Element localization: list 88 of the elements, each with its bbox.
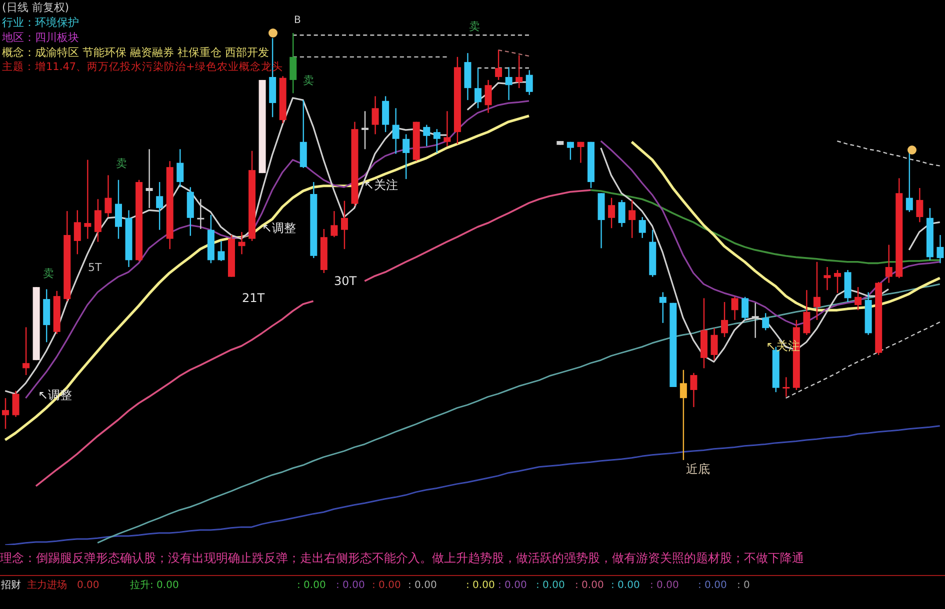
candlestick (423, 124, 430, 147)
text: 主力进场 (27, 580, 67, 591)
candlestick (834, 269, 842, 294)
candlestick (516, 54, 523, 89)
candlestick (526, 70, 533, 96)
text: : 0.00 (408, 580, 437, 591)
text: : 0.00 (698, 580, 727, 591)
candlestick (238, 231, 246, 255)
candlestick (824, 266, 831, 291)
text: : 0.00 (297, 580, 326, 591)
candlestick (197, 198, 204, 230)
candlestick (813, 261, 820, 321)
text: 招财 (1, 580, 21, 591)
annotation: 30T (334, 274, 357, 288)
candlestick (936, 234, 944, 264)
candlestick (885, 244, 892, 284)
annotation: 地区：四川板块 (2, 31, 79, 44)
candlestick (742, 296, 749, 321)
candlestick (392, 108, 400, 154)
annotation: 概念：成渝特区 节能环保 融资融券 社保重仓 西部开发 (2, 46, 269, 60)
annotation: 21T (242, 291, 265, 306)
candlestick (330, 210, 338, 238)
candlestick (752, 302, 759, 338)
candlestick (84, 159, 92, 240)
candlestick (104, 174, 112, 218)
candlestick (618, 199, 626, 228)
candlestick (12, 390, 20, 418)
text: 拉升: 0.00 (130, 580, 179, 591)
candlestick (505, 66, 512, 101)
candlestick (762, 312, 770, 331)
text: 行业：环境保护 (2, 16, 79, 30)
annotation: ↖关注 (364, 178, 398, 192)
candlestick (372, 96, 379, 135)
candlestick (680, 369, 687, 461)
candlestick (906, 152, 913, 213)
candlestick (577, 141, 584, 164)
text: : 0.00 (575, 580, 604, 591)
text: 近底 (686, 462, 710, 476)
candlestick (22, 326, 30, 376)
candlestick (854, 286, 862, 311)
annotation: 5T (88, 261, 102, 274)
text: : 0.00 (536, 580, 565, 591)
candlestick (114, 179, 122, 240)
candlestick (74, 210, 81, 255)
candlestick (628, 199, 636, 239)
text: B (294, 15, 301, 26)
text: : 0.00 (498, 580, 527, 591)
candlestick (156, 181, 164, 230)
text: : 0 (737, 580, 750, 591)
text: : 0.00 (611, 580, 640, 591)
candlestick (402, 134, 410, 180)
candlestick (218, 240, 225, 262)
candlestick (176, 148, 184, 188)
candlestick (444, 110, 451, 147)
text: : 0.00 (372, 580, 401, 591)
annotation: 卖 (303, 74, 314, 88)
candlestick (731, 296, 738, 321)
text: : 0.00 (650, 580, 679, 591)
candlestick (721, 301, 728, 338)
candlestick (659, 292, 666, 324)
candlestick (916, 187, 924, 223)
candlestick (474, 67, 482, 109)
annotation: ↖调整 (262, 221, 296, 236)
text: : 0.00 (466, 580, 495, 591)
candlestick (803, 289, 810, 336)
candlestick (340, 200, 348, 250)
candlestick (94, 198, 102, 242)
candlestick (608, 197, 616, 229)
candlestick (638, 216, 646, 239)
annotation: 卖 (469, 20, 480, 34)
text: 理念：倒踢腿反弹形态确认股；没有出现明确止跌反弹；走出右侧形态不能介入。做上升趋势股，做活跃的强势股，做有游资关照的题材股；不做下降通 (0, 551, 804, 566)
chart-title: (日线 前复权) (2, 1, 70, 14)
text: : 0.00 (336, 580, 365, 591)
annotation: 卖 (43, 267, 54, 280)
annotation: 卖 (116, 157, 127, 170)
text: 0.00 (77, 580, 100, 591)
candlestick (290, 33, 297, 94)
candlestick (710, 327, 718, 361)
candlestick (484, 79, 492, 114)
candlestick (362, 110, 369, 150)
candlestick (782, 376, 790, 398)
candlestick (146, 148, 153, 209)
candlestick (690, 372, 698, 408)
candlestick (2, 398, 9, 430)
candlestick (566, 141, 574, 160)
candlestick (433, 128, 440, 154)
candlestick (495, 49, 502, 81)
candlestick (382, 96, 390, 133)
